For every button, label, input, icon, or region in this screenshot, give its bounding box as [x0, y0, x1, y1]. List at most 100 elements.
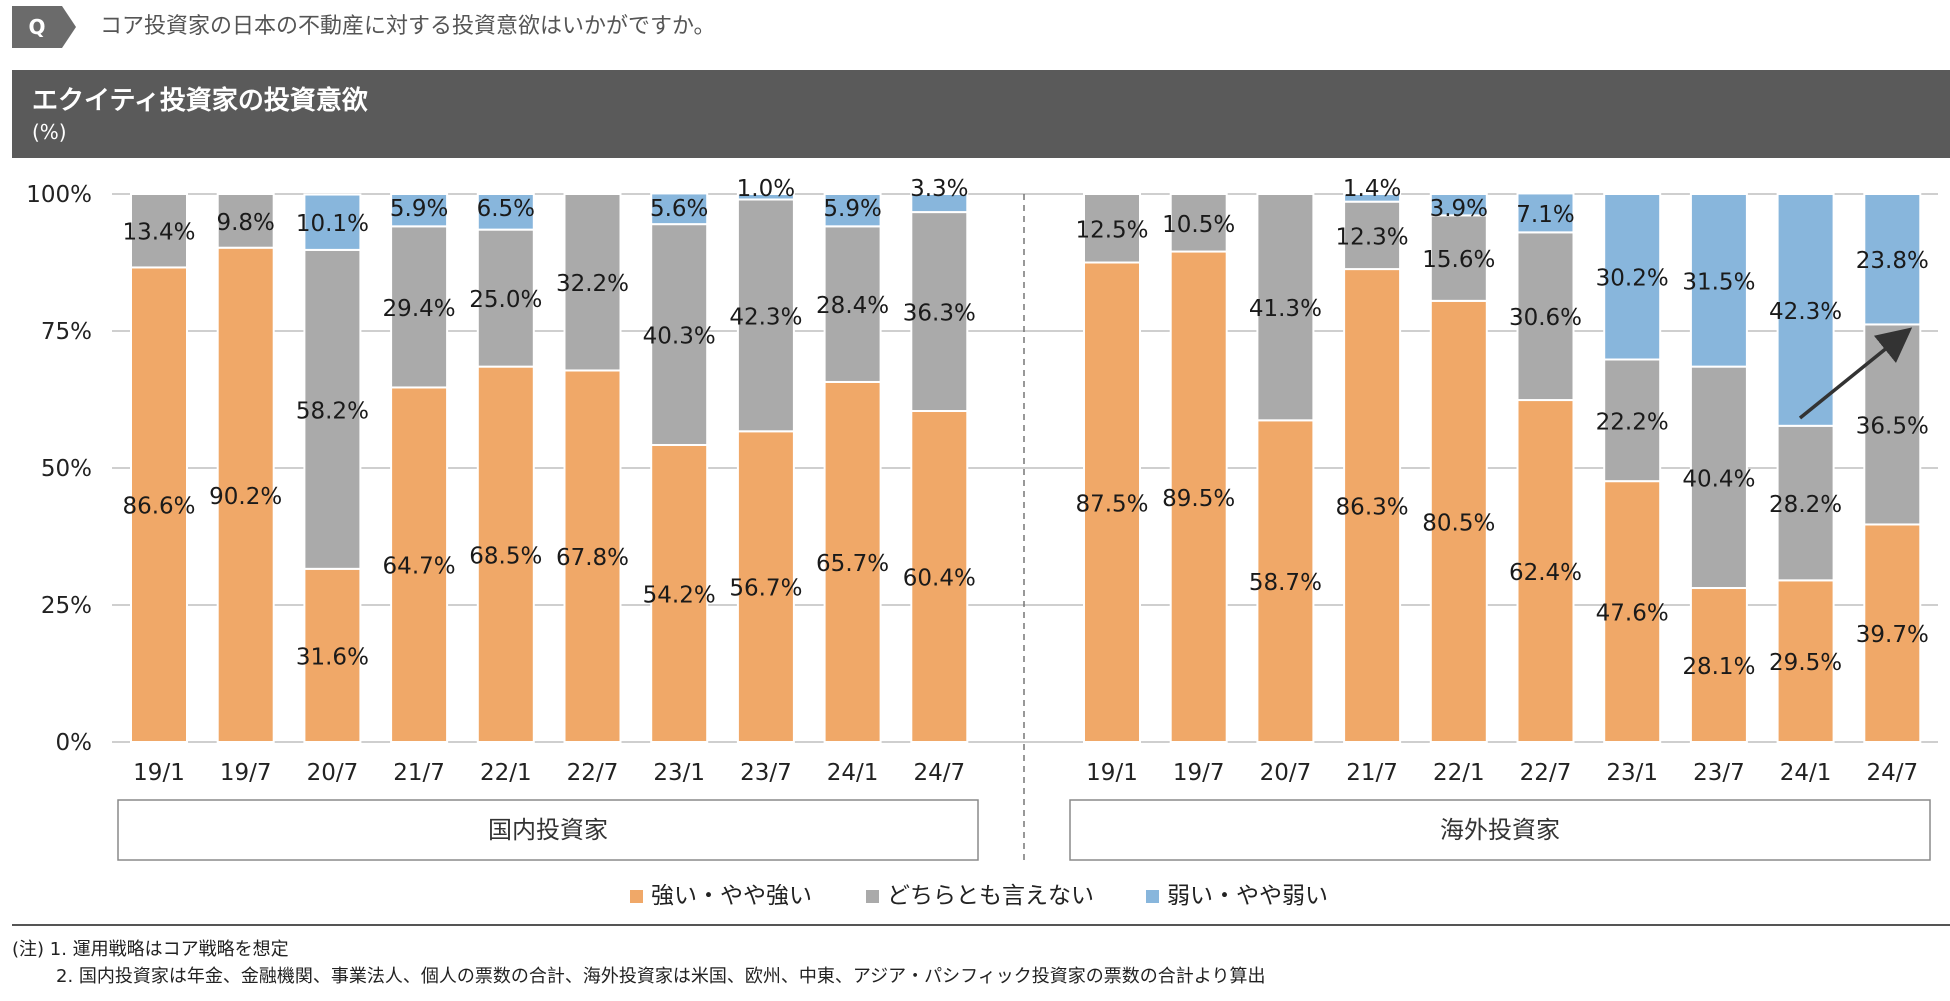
- bar-segment: [390, 193, 449, 228]
- bar-segment: [910, 193, 969, 214]
- data-label: 40.4%: [1682, 466, 1755, 492]
- data-label: 56.7%: [729, 576, 802, 602]
- bar-segment: [1429, 299, 1488, 743]
- data-label: 36.3%: [903, 301, 976, 327]
- bar-segment: [1169, 250, 1228, 743]
- bar-segment: [1689, 587, 1748, 744]
- bar-segment: [130, 266, 188, 743]
- data-label: 5.9%: [823, 196, 881, 222]
- data-label: 31.6%: [296, 644, 369, 670]
- bar-segment: [1516, 231, 1575, 402]
- data-label: 30.6%: [1509, 305, 1582, 331]
- x-tick-label: 20/7: [1260, 760, 1312, 786]
- legend-strong: 強い・やや強い: [630, 876, 812, 910]
- x-tick-label: 19/7: [220, 760, 272, 786]
- bar-segment: [1429, 193, 1488, 217]
- bar-segment: [1516, 192, 1575, 234]
- bar-segment: [563, 369, 622, 743]
- group-label: 国内投資家: [488, 816, 608, 844]
- footnote-1: (注) 1. 運用戦略はコア戦略を想定: [12, 939, 289, 960]
- bar-segment: [476, 193, 535, 231]
- bar-segment: [823, 193, 882, 228]
- y-tick-label: 75%: [41, 319, 92, 345]
- data-label: 80.5%: [1422, 510, 1495, 536]
- bar-segment: [1256, 193, 1315, 422]
- bar-segment: [1776, 579, 1835, 744]
- data-label: 12.5%: [1075, 217, 1148, 243]
- x-tick-label: 23/1: [653, 760, 705, 786]
- bar-segment: [390, 386, 449, 743]
- data-label: 67.8%: [556, 545, 629, 571]
- data-label: 3.9%: [1430, 196, 1488, 222]
- legend-neutral-swatch: [866, 890, 879, 903]
- data-label: 12.3%: [1336, 224, 1409, 250]
- data-label: 58.7%: [1249, 570, 1322, 596]
- data-label: 90.2%: [209, 484, 282, 510]
- y-tick-label: 100%: [26, 182, 92, 208]
- data-label: 29.4%: [383, 296, 456, 322]
- question-badge-label: Q: [28, 15, 46, 39]
- y-tick-label: 25%: [41, 593, 92, 619]
- x-tick-label: 19/1: [133, 760, 185, 786]
- data-label: 6.5%: [477, 196, 535, 222]
- bar-segment: [1689, 193, 1748, 368]
- question-badge: Q: [12, 6, 62, 48]
- bar-segment: [650, 443, 709, 743]
- x-tick-label: 23/7: [740, 760, 792, 786]
- x-tick-label: 24/1: [1780, 760, 1832, 786]
- data-label: 10.5%: [1162, 212, 1235, 238]
- bar-segment: [1603, 480, 1662, 743]
- data-label: 31.5%: [1682, 269, 1755, 295]
- bar-segment: [390, 225, 449, 389]
- data-label: 39.7%: [1856, 622, 1929, 648]
- bar-segment: [1689, 365, 1748, 590]
- bar-segment: [1863, 193, 1922, 326]
- data-label: 5.9%: [390, 196, 448, 222]
- bar-segment: [736, 193, 795, 201]
- legend-strong-swatch: [630, 890, 643, 903]
- bar-segment: [736, 198, 795, 433]
- bar-segment: [476, 228, 535, 368]
- bar-segment: [1603, 358, 1662, 483]
- data-label: 22.2%: [1596, 409, 1669, 435]
- question-badge-arrow: [62, 6, 76, 48]
- legend-weak-swatch: [1146, 890, 1159, 903]
- data-label: 30.2%: [1596, 266, 1669, 292]
- data-label: 25.0%: [469, 287, 542, 313]
- data-label: 68.5%: [469, 543, 542, 569]
- bar-segment: [1083, 193, 1141, 264]
- x-tick-label: 22/1: [480, 760, 532, 786]
- bar-segment: [216, 193, 275, 249]
- data-label: 40.3%: [643, 324, 716, 350]
- data-label: 86.6%: [122, 494, 195, 520]
- data-label: 36.5%: [1856, 413, 1929, 439]
- x-tick-label: 19/1: [1086, 760, 1138, 786]
- x-tick-label: 19/7: [1173, 760, 1225, 786]
- legend-neutral-label: どちらとも言えない: [887, 883, 1094, 909]
- y-tick-label: 50%: [41, 456, 92, 482]
- data-label: 58.2%: [296, 398, 369, 424]
- bar-segment: [563, 193, 622, 372]
- x-tick-label: 21/7: [393, 760, 445, 786]
- chart-unit: (%): [32, 120, 67, 144]
- bar-segment: [736, 430, 795, 743]
- data-label: 23.8%: [1856, 248, 1929, 274]
- bar-segment: [1603, 193, 1662, 361]
- data-label: 7.1%: [1516, 202, 1574, 228]
- bar-segment: [823, 225, 882, 383]
- data-label: 3.3%: [910, 176, 968, 202]
- y-tick-label: 0%: [56, 730, 93, 756]
- x-tick-label: 22/7: [567, 760, 619, 786]
- question-text: コア投資家の日本の不動産に対する投資意欲はいかがですか。: [100, 14, 716, 39]
- x-tick-label: 22/1: [1433, 760, 1485, 786]
- x-tick-label: 22/7: [1520, 760, 1572, 786]
- x-tick-label: 24/7: [1866, 760, 1918, 786]
- data-label: 54.2%: [643, 582, 716, 608]
- group-box: [117, 799, 979, 861]
- legend-weak: 弱い・やや弱い: [1146, 876, 1328, 910]
- data-label: 62.4%: [1509, 560, 1582, 586]
- bar-segment: [1343, 193, 1402, 203]
- data-label: 65.7%: [816, 551, 889, 577]
- data-label: 32.2%: [556, 271, 629, 297]
- bar-segment: [476, 365, 535, 743]
